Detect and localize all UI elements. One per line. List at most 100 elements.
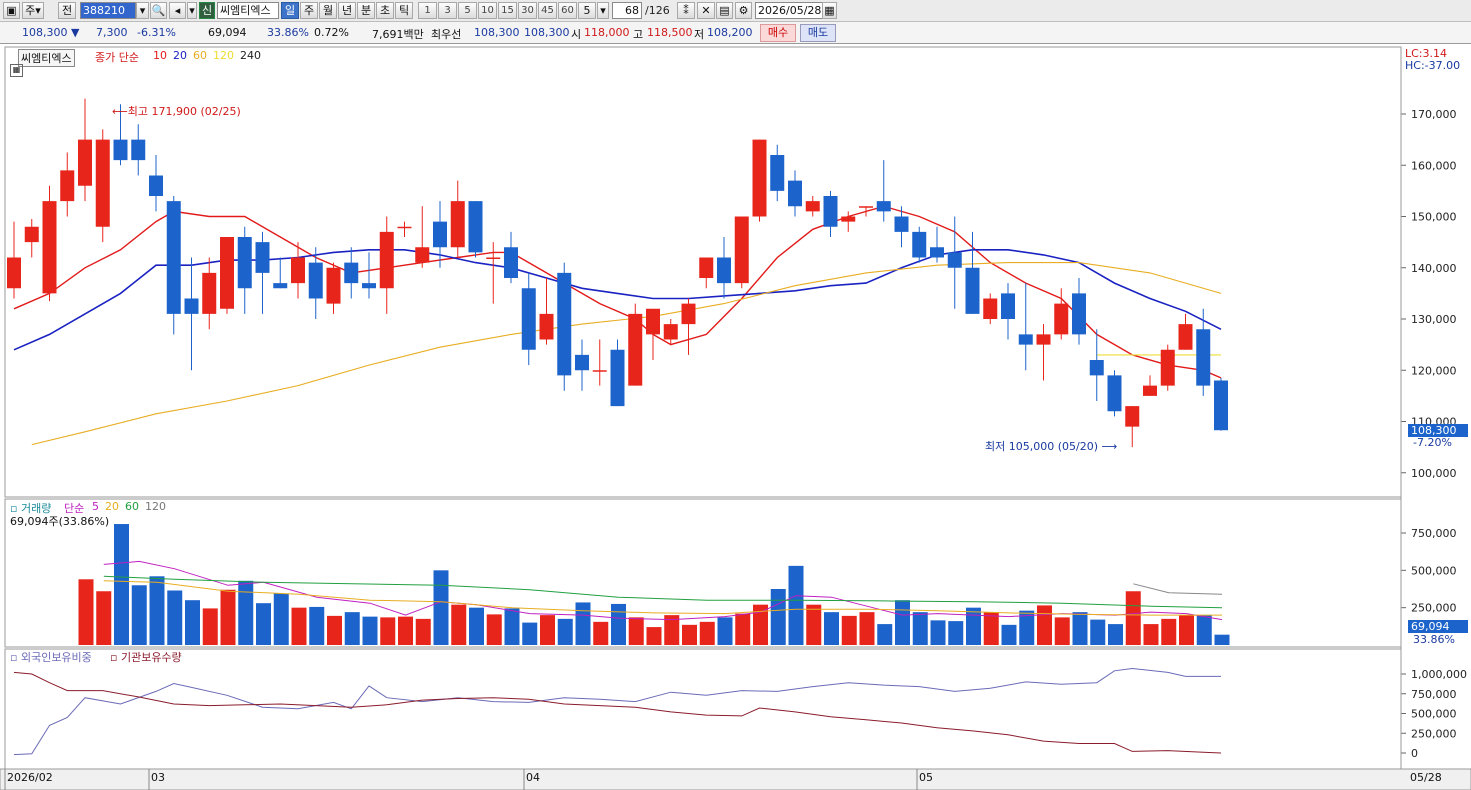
- volume-bar-43[interactable]: [841, 615, 857, 645]
- chart-canvas[interactable]: 100,000110,000120,000130,000140,000150,0…: [0, 44, 1471, 790]
- interval-button-0[interactable]: 1: [418, 2, 437, 19]
- volume-bar-20[interactable]: [433, 570, 449, 645]
- sound-icon[interactable]: ◂: [169, 2, 186, 19]
- candle-38[interactable]: [681, 298, 696, 355]
- candle-25[interactable]: [450, 180, 465, 258]
- crosshair-icon[interactable]: ✕: [697, 2, 715, 19]
- candle-67[interactable]: [1196, 308, 1211, 396]
- volume-bar-36[interactable]: [717, 617, 733, 645]
- candle-55[interactable]: [983, 293, 998, 325]
- volume-bar-44[interactable]: [859, 612, 875, 645]
- volume-bar-59[interactable]: [1125, 591, 1141, 645]
- candle-66[interactable]: [1178, 313, 1193, 350]
- date-input[interactable]: 2026/05/28: [755, 2, 823, 19]
- candle-8[interactable]: [149, 155, 163, 212]
- candle-42[interactable]: [752, 139, 767, 222]
- chart-menu-icon[interactable]: ▣: [3, 2, 20, 19]
- candle-57[interactable]: [1018, 283, 1033, 371]
- volume-bar-61[interactable]: [1161, 618, 1177, 645]
- volume-bar-62[interactable]: [1179, 615, 1194, 645]
- candle-46[interactable]: [823, 190, 838, 237]
- candle-48[interactable]: [859, 206, 873, 217]
- candle-33[interactable]: [592, 339, 607, 386]
- candle-36[interactable]: [646, 308, 660, 360]
- candle-9[interactable]: [166, 196, 181, 335]
- volume-bar-24[interactable]: [504, 608, 520, 645]
- period-tab-3[interactable]: 년: [338, 2, 356, 19]
- volume-bar-63[interactable]: [1196, 615, 1212, 645]
- interval-button-5[interactable]: 30: [518, 2, 537, 19]
- holding-panel[interactable]: [4, 648, 1402, 770]
- candle-58[interactable]: [1036, 324, 1051, 381]
- candle-10[interactable]: [184, 257, 199, 371]
- volume-bar-5[interactable]: [167, 590, 183, 645]
- candle-11[interactable]: [202, 257, 217, 330]
- candle-52[interactable]: [930, 226, 944, 263]
- volume-bar-9[interactable]: [238, 580, 254, 645]
- interval-button-1[interactable]: 3: [438, 2, 457, 19]
- candle-44[interactable]: [788, 170, 802, 217]
- candle-59[interactable]: [1054, 288, 1069, 340]
- volume-bar-11[interactable]: [273, 593, 289, 645]
- save-icon[interactable]: ▤: [716, 2, 733, 19]
- volume-bar-27[interactable]: [557, 618, 573, 645]
- candle-20[interactable]: [362, 252, 376, 299]
- volume-bar-64[interactable]: [1214, 634, 1230, 645]
- candle-15[interactable]: [273, 257, 288, 289]
- candle-45[interactable]: [805, 196, 820, 217]
- volume-bar-21[interactable]: [451, 604, 467, 645]
- candle-35[interactable]: [628, 303, 643, 386]
- volume-bar-56[interactable]: [1072, 612, 1088, 645]
- interval-button-3[interactable]: 10: [478, 2, 497, 19]
- grid-icon[interactable]: ▦: [10, 64, 23, 77]
- new-button[interactable]: 신: [199, 2, 215, 19]
- volume-bar-46[interactable]: [895, 600, 910, 645]
- candle-6[interactable]: [113, 104, 128, 166]
- volume-bar-54[interactable]: [1037, 605, 1052, 645]
- candle-22[interactable]: [397, 221, 412, 237]
- candle-49[interactable]: [876, 160, 891, 222]
- volume-bar-31[interactable]: [628, 617, 644, 645]
- candle-19[interactable]: [344, 247, 359, 299]
- volume-bar-15[interactable]: [344, 612, 360, 645]
- candle-63[interactable]: [1125, 406, 1140, 448]
- buy-button[interactable]: 매수: [760, 24, 796, 42]
- candle-21[interactable]: [379, 216, 394, 314]
- candle-1[interactable]: [24, 219, 39, 258]
- interval-button-2[interactable]: 5: [458, 2, 477, 19]
- candle-icon[interactable]: ⁑: [677, 2, 695, 19]
- volume-bar-29[interactable]: [593, 621, 609, 645]
- candle-29[interactable]: [521, 272, 536, 366]
- sound-dropdown-icon[interactable]: ▾: [187, 2, 197, 19]
- candle-26[interactable]: [468, 201, 483, 258]
- volume-bar-22[interactable]: [469, 607, 484, 645]
- volume-bar-41[interactable]: [806, 604, 822, 645]
- candle-3[interactable]: [60, 152, 75, 217]
- stock-name-field[interactable]: 씨엠티엑스: [217, 2, 279, 19]
- volume-bar-2[interactable]: [114, 524, 129, 645]
- candle-23[interactable]: [415, 206, 430, 268]
- candle-53[interactable]: [947, 216, 962, 309]
- period-tab-0[interactable]: 일: [281, 2, 299, 19]
- volume-bar-33[interactable]: [664, 615, 680, 645]
- calendar-icon[interactable]: ▦: [822, 2, 837, 19]
- volume-bar-6[interactable]: [185, 600, 200, 645]
- candle-56[interactable]: [1001, 283, 1015, 340]
- volume-bar-4[interactable]: [149, 576, 165, 645]
- count-input[interactable]: 68: [612, 2, 642, 19]
- candle-43[interactable]: [770, 144, 785, 202]
- candle-61[interactable]: [1089, 329, 1104, 401]
- candle-40[interactable]: [717, 237, 731, 299]
- candle-60[interactable]: [1072, 278, 1086, 345]
- volume-bar-47[interactable]: [912, 612, 928, 645]
- volume-bar-35[interactable]: [699, 621, 715, 645]
- candle-28[interactable]: [504, 231, 518, 284]
- candle-12[interactable]: [220, 237, 234, 314]
- volume-bar-34[interactable]: [682, 624, 697, 645]
- volume-bar-57[interactable]: [1090, 619, 1106, 645]
- volume-bar-10[interactable]: [256, 603, 271, 645]
- volume-bar-38[interactable]: [753, 604, 768, 645]
- volume-bar-23[interactable]: [486, 614, 502, 645]
- candle-39[interactable]: [699, 257, 714, 289]
- volume-bar-12[interactable]: [291, 607, 307, 645]
